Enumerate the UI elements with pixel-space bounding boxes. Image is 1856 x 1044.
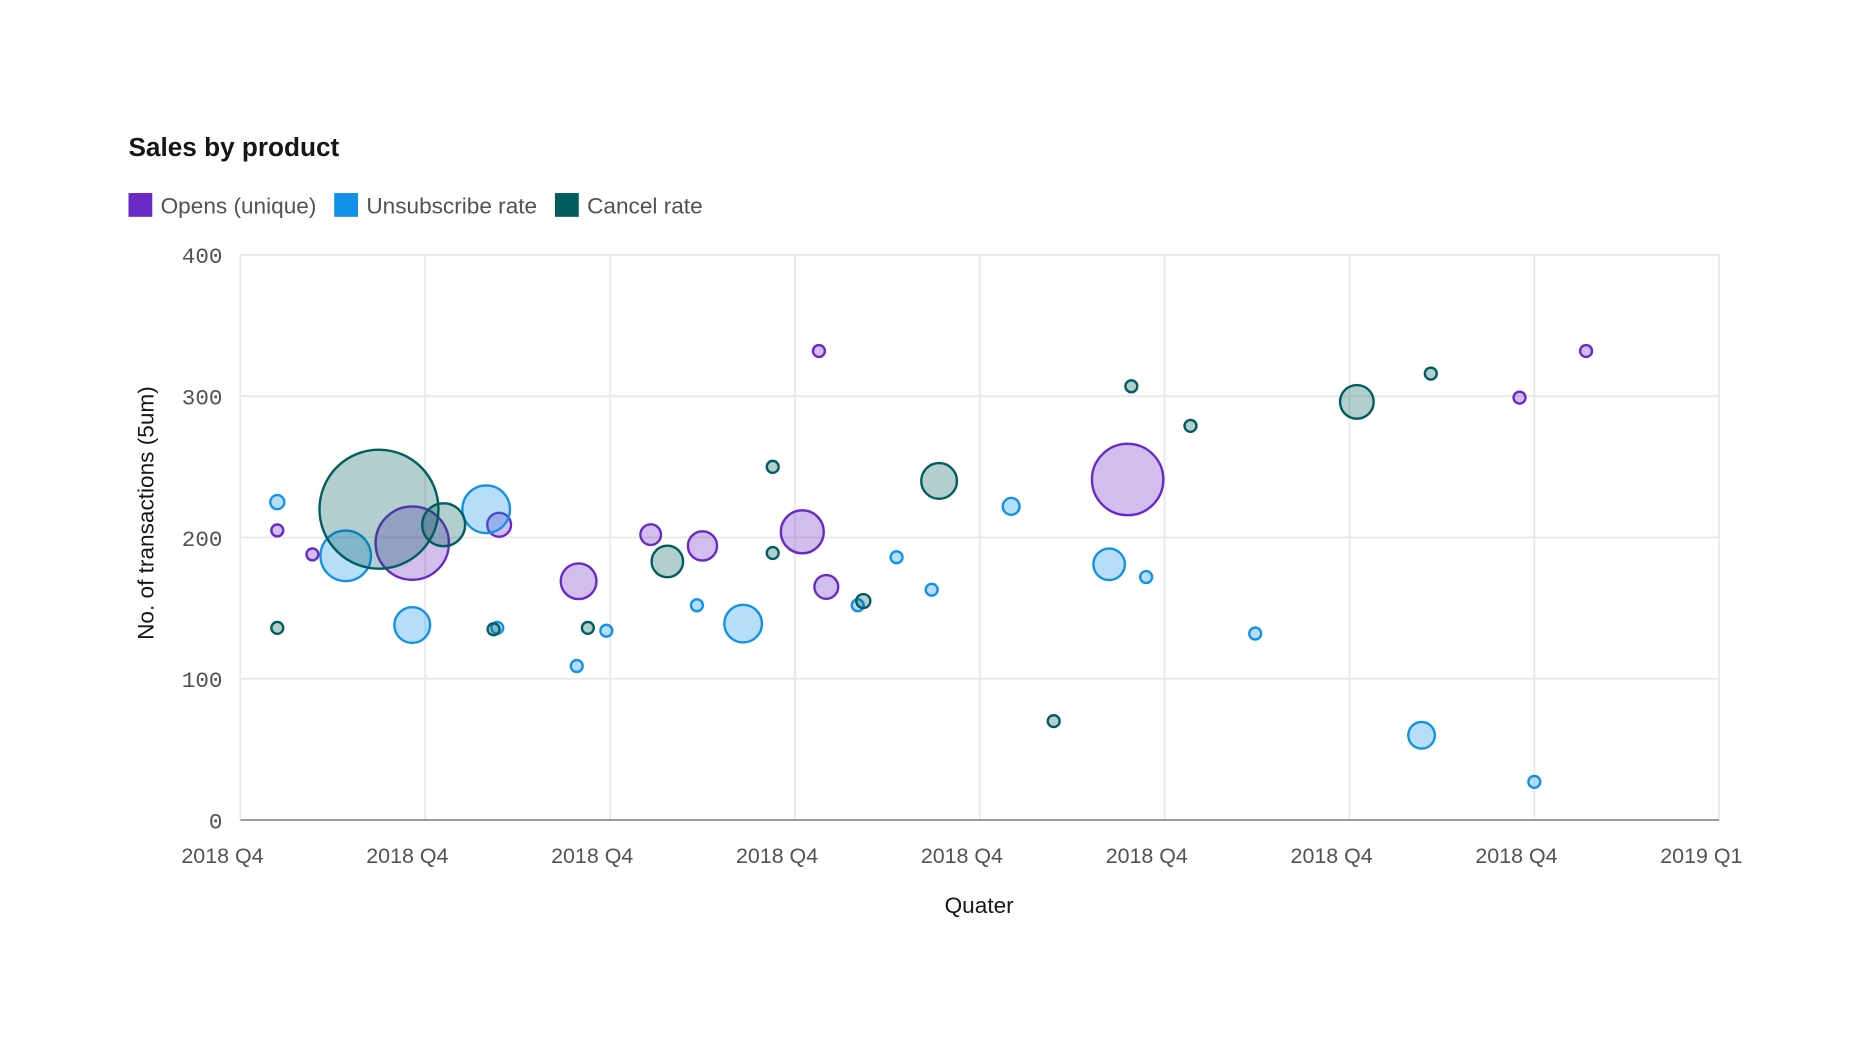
bubble-unsubscribe-rate[interactable] xyxy=(1407,720,1437,750)
bubble-opens-unique[interactable] xyxy=(779,509,825,555)
x-axis-title: Quater xyxy=(945,893,1015,918)
bubble-cancel-rate[interactable] xyxy=(486,622,501,637)
bubble-cancel-rate[interactable] xyxy=(318,448,440,570)
bubbles xyxy=(269,343,1594,790)
bubble-unsubscribe-rate[interactable] xyxy=(393,606,432,645)
bubble-unsubscribe-rate[interactable] xyxy=(1138,569,1154,585)
bubble-opens-unique[interactable] xyxy=(559,562,598,601)
legend-label: Cancel rate xyxy=(587,193,703,218)
legend-swatch xyxy=(554,193,579,217)
y-tick-label: 400 xyxy=(182,244,223,270)
bubble-opens-unique[interactable] xyxy=(639,523,663,547)
bubble-cancel-rate[interactable] xyxy=(580,620,595,636)
legend-label: Unsubscribe rate xyxy=(366,193,537,218)
bubble-unsubscribe-rate[interactable] xyxy=(269,493,286,511)
legend-item[interactable]: Opens (unique) xyxy=(128,193,316,218)
x-tick-label: 2018 Q4 xyxy=(181,844,263,868)
bubble-unsubscribe-rate[interactable] xyxy=(1092,547,1127,582)
bubble-unsubscribe-rate[interactable] xyxy=(723,603,764,644)
chart-title: Sales by product xyxy=(128,132,339,162)
x-tick-label: 2018 Q4 xyxy=(1475,844,1557,868)
bubble-unsubscribe-rate[interactable] xyxy=(1248,626,1263,641)
bubble-unsubscribe-rate[interactable] xyxy=(689,598,705,613)
y-tick-label: 100 xyxy=(182,668,223,694)
bubble-cancel-rate[interactable] xyxy=(270,620,285,636)
legend-swatch xyxy=(128,193,153,217)
y-tick-label: 0 xyxy=(209,809,223,835)
bubble-opens-unique[interactable] xyxy=(374,505,451,581)
bubble-cancel-rate[interactable] xyxy=(920,461,959,500)
x-axis-ticks: 2018 Q4 2018 Q4 2018 Q4 2018 Q4 2018 Q4 2018 … xyxy=(181,844,1742,868)
bubble-unsubscribe-rate[interactable] xyxy=(1001,496,1021,516)
bubble-cancel-rate[interactable] xyxy=(855,592,872,610)
bubble-cancel-rate[interactable] xyxy=(1338,383,1375,420)
bubble-cancel-rate[interactable] xyxy=(1183,418,1198,433)
x-tick-label: 2018 Q4 xyxy=(1106,844,1188,868)
x-tick-label: 2018 Q4 xyxy=(736,844,818,868)
x-tick-label: 2018 Q4 xyxy=(1291,844,1373,868)
y-tick-label: 200 xyxy=(182,527,223,553)
bubble-cancel-rate[interactable] xyxy=(1423,366,1438,381)
bubble-opens-unique[interactable] xyxy=(270,523,285,538)
x-tick-label: 2018 Q4 xyxy=(366,844,448,868)
bubble-opens-unique[interactable] xyxy=(305,547,320,562)
bubble-cancel-rate[interactable] xyxy=(1124,379,1139,394)
bubble-opens-unique[interactable] xyxy=(811,343,827,359)
bubble-cancel-rate[interactable] xyxy=(650,544,685,579)
bubble-opens-unique[interactable] xyxy=(1090,442,1165,517)
bubble-unsubscribe-rate[interactable] xyxy=(1527,774,1542,790)
bubble-opens-unique[interactable] xyxy=(1512,390,1527,405)
x-tick-label: 2019 Q1 xyxy=(1660,844,1742,868)
y-tick-label: 300 xyxy=(182,386,223,412)
bubble-unsubscribe-rate[interactable] xyxy=(319,529,373,583)
bubble-cancel-rate[interactable] xyxy=(765,459,780,474)
bubble-unsubscribe-rate[interactable] xyxy=(889,550,904,565)
legend-item[interactable]: Unsubscribe rate xyxy=(334,193,537,218)
bubble-cancel-rate[interactable] xyxy=(421,502,467,548)
bubble-opens-unique[interactable] xyxy=(1578,343,1594,359)
x-tick-label: 2018 Q4 xyxy=(551,844,633,868)
bubble-unsubscribe-rate[interactable] xyxy=(569,658,584,674)
bubble-opens-unique[interactable] xyxy=(486,511,513,538)
bubble-opens-unique[interactable] xyxy=(686,530,719,562)
bubble-unsubscribe-rate[interactable] xyxy=(924,582,939,597)
bubble-unsubscribe-rate[interactable] xyxy=(599,623,614,638)
legend-item[interactable]: Cancel rate xyxy=(554,193,703,218)
legend-swatch xyxy=(334,193,359,217)
bubble-unsubscribe-rate[interactable] xyxy=(461,484,512,535)
y-axis-title: No. of transactions (5um) xyxy=(133,386,158,640)
legend: Opens (unique) Unsubscribe rate Cancel rat… xyxy=(128,193,703,218)
bubble-cancel-rate[interactable] xyxy=(1046,713,1061,729)
y-axis-ticks: 0 100 200 300 400 xyxy=(182,244,223,835)
legend-label: Opens (unique) xyxy=(161,193,317,218)
bubble-cancel-rate[interactable] xyxy=(765,545,780,561)
bubble-opens-unique[interactable] xyxy=(813,573,840,601)
x-tick-label: 2018 Q4 xyxy=(921,844,1003,868)
